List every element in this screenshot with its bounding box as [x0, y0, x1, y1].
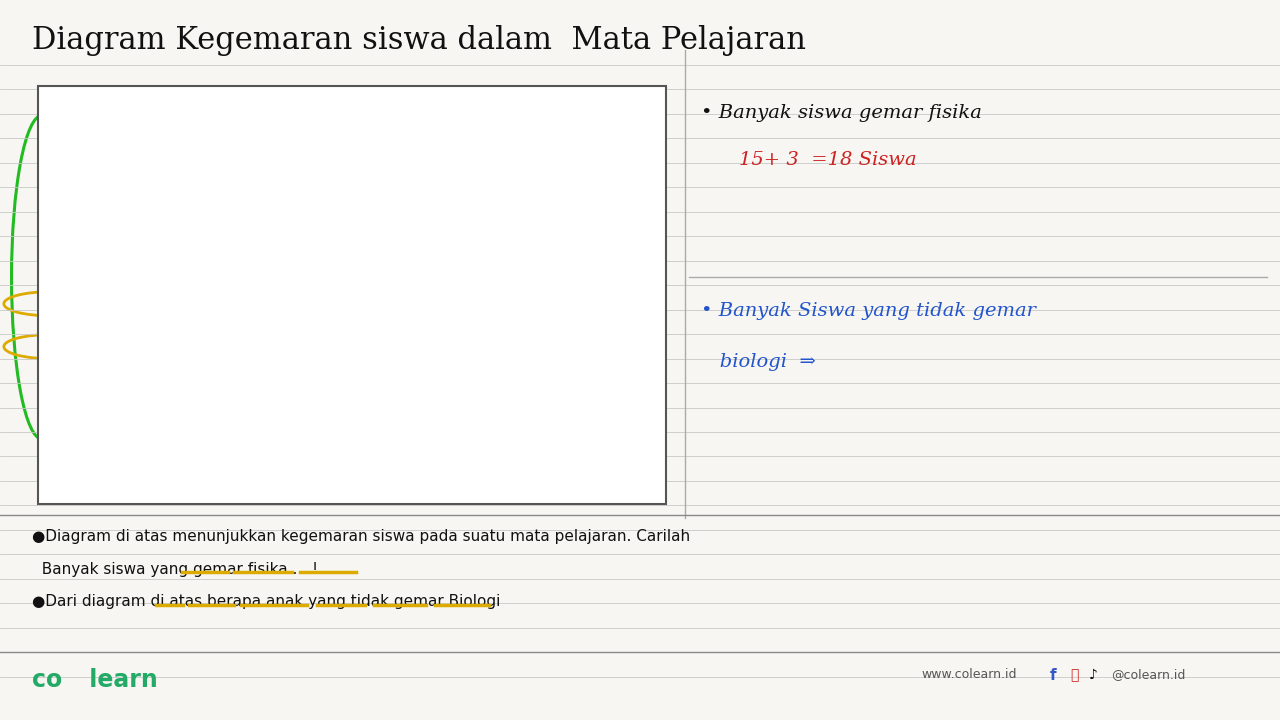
Text: • Banyak siswa gemar fisika: • Banyak siswa gemar fisika — [701, 104, 982, 122]
Bar — [268, 175, 328, 475]
Text: Banyak siswa yang gemar fisika ... !: Banyak siswa yang gemar fisika ... ! — [32, 562, 317, 577]
Text: www.colearn.id: www.colearn.id — [922, 668, 1018, 681]
Y-axis label: Banyaknya Siswa: Banyaknya Siswa — [64, 234, 78, 356]
Text: ⓘ: ⓘ — [1070, 668, 1079, 682]
Text: ✓: ✓ — [445, 323, 467, 347]
Text: biologi  ⇒: biologi ⇒ — [701, 353, 817, 371]
Bar — [402, 321, 462, 475]
Text: ●Diagram di atas menunjukkan kegemaran siswa pada suatu mata pelajaran. Carilah: ●Diagram di atas menunjukkan kegemaran s… — [32, 529, 690, 544]
Text: f: f — [1050, 668, 1056, 683]
Text: @colearn.id: @colearn.id — [1111, 668, 1185, 681]
Text: • Banyak Siswa yang tidak gemar: • Banyak Siswa yang tidak gemar — [701, 302, 1037, 320]
Text: ♪: ♪ — [1089, 668, 1098, 682]
Text: learn: learn — [81, 668, 157, 692]
Text: 15+ 3  =18 Siswa: 15+ 3 =18 Siswa — [714, 151, 916, 169]
Text: Diagram Kegemaran siswa dalam  Mata Pelajaran: Diagram Kegemaran siswa dalam Mata Pelaj… — [32, 25, 806, 56]
Bar — [132, 261, 193, 475]
Text: ●Dari diagram di atas berapa anak yang tidak gemar Biologi: ●Dari diagram di atas berapa anak yang t… — [32, 594, 500, 609]
Bar — [536, 261, 598, 475]
Text: co: co — [32, 668, 63, 692]
